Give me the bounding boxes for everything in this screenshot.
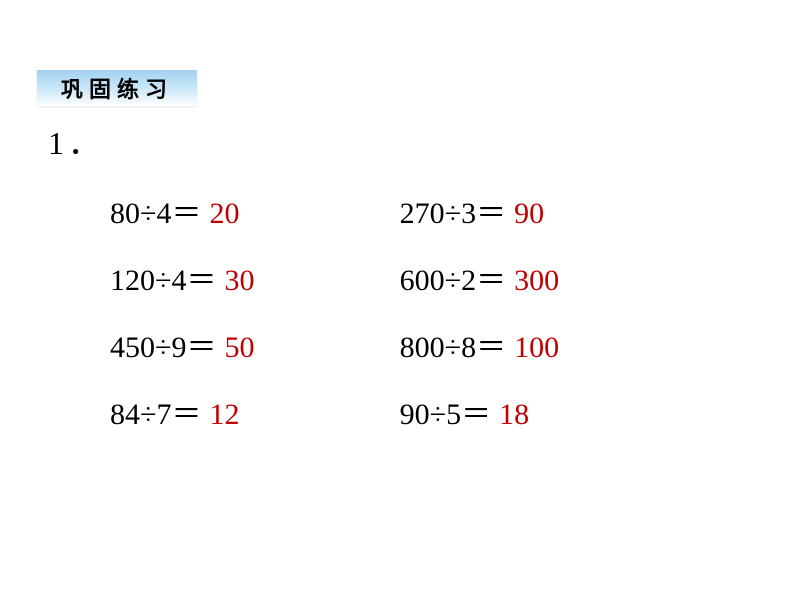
answer: 300 [514, 264, 559, 298]
equations-container: 80÷4＝ 20 270÷3＝ 90 120÷4＝ 30 600÷2＝ 300 … [110, 188, 670, 456]
equation: 270÷3＝ 90 [400, 188, 670, 232]
practice-badge: 巩固练习 [37, 70, 197, 106]
equation-row: 84÷7＝ 12 90÷5＝ 18 [110, 389, 670, 433]
answer: 18 [499, 398, 529, 432]
expression: 90÷5＝ [400, 389, 491, 433]
expression: 600÷2＝ [400, 255, 506, 299]
answer: 90 [514, 197, 544, 231]
answer: 20 [209, 197, 239, 231]
badge-text: 巩固练习 [61, 72, 173, 104]
expression: 120÷4＝ [110, 255, 216, 299]
equation-row: 80÷4＝ 20 270÷3＝ 90 [110, 188, 670, 232]
equation-row: 450÷9＝ 50 800÷8＝ 100 [110, 322, 670, 366]
expression: 450÷9＝ [110, 322, 216, 366]
answer: 50 [224, 331, 254, 365]
equation: 800÷8＝ 100 [400, 322, 670, 366]
equation: 120÷4＝ 30 [110, 255, 400, 299]
equation: 84÷7＝ 12 [110, 389, 400, 433]
expression: 84÷7＝ [110, 389, 201, 433]
equation: 450÷9＝ 50 [110, 322, 400, 366]
problem-number: 1． [48, 118, 104, 164]
equation-row: 120÷4＝ 30 600÷2＝ 300 [110, 255, 670, 299]
expression: 270÷3＝ [400, 188, 506, 232]
equation: 80÷4＝ 20 [110, 188, 400, 232]
expression: 800÷8＝ [400, 322, 506, 366]
equation: 90÷5＝ 18 [400, 389, 670, 433]
answer: 100 [514, 331, 559, 365]
equation: 600÷2＝ 300 [400, 255, 670, 299]
expression: 80÷4＝ [110, 188, 201, 232]
answer: 12 [209, 398, 239, 432]
answer: 30 [224, 264, 254, 298]
